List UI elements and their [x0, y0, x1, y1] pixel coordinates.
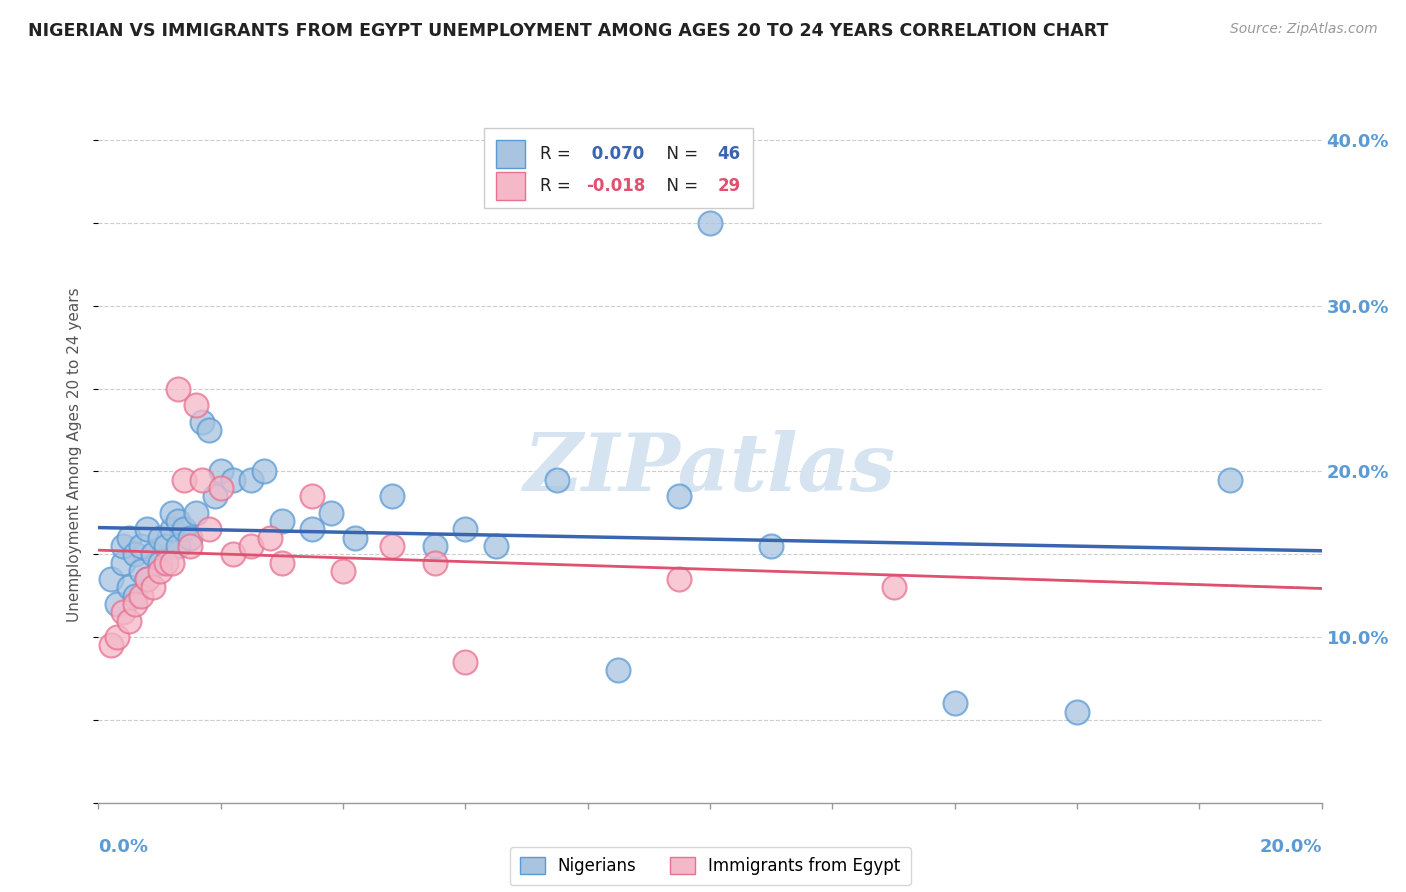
Point [160, 523, 183, 537]
Text: 46: 46 [717, 145, 741, 163]
Point [173, 523, 195, 537]
Point [179, 539, 201, 553]
Point [136, 572, 159, 586]
Point [454, 655, 477, 669]
Point [136, 572, 159, 586]
Point [118, 614, 141, 628]
Point [129, 564, 152, 578]
Point [1066, 705, 1088, 719]
Point [209, 465, 232, 479]
Point [155, 556, 177, 570]
Text: 0.070: 0.070 [586, 145, 645, 163]
Point [167, 514, 190, 528]
Point [240, 473, 263, 487]
Point [149, 556, 172, 570]
Point [186, 398, 208, 412]
Point [423, 556, 446, 570]
Point [197, 423, 219, 437]
Text: R =: R = [540, 145, 576, 163]
Point [381, 489, 404, 503]
Point [124, 597, 146, 611]
Point [167, 382, 190, 396]
Point [111, 539, 134, 553]
Point [118, 531, 141, 545]
Text: -0.018: -0.018 [586, 177, 645, 194]
Text: NIGERIAN VS IMMIGRANTS FROM EGYPT UNEMPLOYMENT AMONG AGES 20 TO 24 YEARS CORRELA: NIGERIAN VS IMMIGRANTS FROM EGYPT UNEMPL… [28, 22, 1108, 40]
Point [423, 539, 446, 553]
Point [167, 539, 190, 553]
Point [344, 531, 367, 545]
Point [485, 539, 508, 553]
FancyBboxPatch shape [484, 128, 752, 208]
Point [943, 697, 966, 711]
Point [1219, 473, 1241, 487]
Point [105, 597, 128, 611]
Point [222, 473, 245, 487]
Point [454, 523, 477, 537]
Point [142, 581, 165, 595]
Point [100, 639, 122, 653]
Point [118, 581, 141, 595]
FancyBboxPatch shape [496, 172, 526, 200]
Point [668, 572, 690, 586]
Point [209, 481, 232, 495]
Point [124, 547, 146, 561]
Point [136, 523, 159, 537]
Point [883, 581, 905, 595]
FancyBboxPatch shape [496, 140, 526, 169]
Point [240, 539, 263, 553]
Point [197, 523, 219, 537]
Point [129, 589, 152, 603]
Text: 0.0%: 0.0% [98, 838, 149, 855]
Point [204, 489, 226, 503]
Point [149, 564, 172, 578]
Point [179, 531, 201, 545]
Text: R =: R = [540, 177, 576, 194]
Text: Source: ZipAtlas.com: Source: ZipAtlas.com [1230, 22, 1378, 37]
Point [105, 630, 128, 644]
Point [222, 547, 245, 561]
Text: N =: N = [657, 177, 703, 194]
Point [381, 539, 404, 553]
Legend: Nigerians, Immigrants from Egypt: Nigerians, Immigrants from Egypt [509, 847, 911, 885]
Point [191, 415, 214, 429]
Point [301, 523, 323, 537]
Point [111, 605, 134, 619]
Point [270, 514, 292, 528]
Point [160, 556, 183, 570]
Point [699, 216, 721, 230]
Point [124, 589, 146, 603]
Text: ZIPatlas: ZIPatlas [524, 430, 896, 508]
Point [607, 663, 630, 677]
Point [142, 547, 165, 561]
Point [668, 489, 690, 503]
Point [252, 465, 274, 479]
Point [301, 489, 323, 503]
Point [759, 539, 782, 553]
Point [332, 564, 354, 578]
Point [546, 473, 568, 487]
Text: 20.0%: 20.0% [1260, 838, 1322, 855]
Point [149, 531, 172, 545]
Point [186, 506, 208, 520]
Point [259, 531, 281, 545]
Point [319, 506, 342, 520]
Point [191, 473, 214, 487]
Point [155, 539, 177, 553]
Point [270, 556, 292, 570]
Y-axis label: Unemployment Among Ages 20 to 24 years: Unemployment Among Ages 20 to 24 years [67, 287, 83, 623]
Point [129, 539, 152, 553]
Point [160, 506, 183, 520]
Text: N =: N = [657, 145, 703, 163]
Point [111, 556, 134, 570]
Point [173, 473, 195, 487]
Point [100, 572, 122, 586]
Text: 29: 29 [717, 177, 741, 194]
